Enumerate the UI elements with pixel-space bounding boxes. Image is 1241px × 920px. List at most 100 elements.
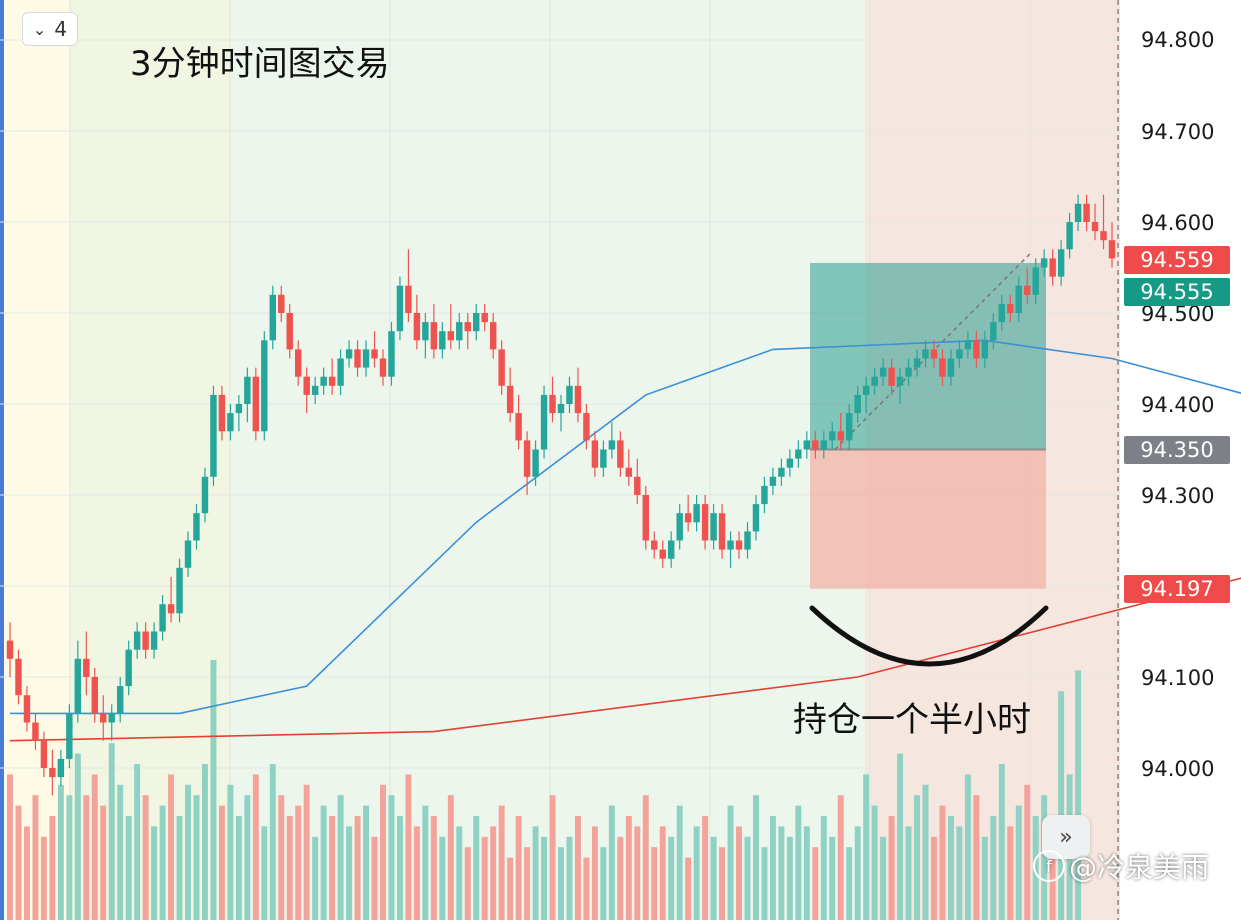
candle-body xyxy=(1007,303,1014,313)
candle xyxy=(701,495,709,550)
candle-body xyxy=(57,758,65,778)
candle xyxy=(49,749,56,796)
candle-body xyxy=(405,285,412,313)
candle xyxy=(447,303,455,350)
candle-body xyxy=(371,349,378,359)
candle-body xyxy=(311,385,319,395)
candle xyxy=(430,303,438,359)
candle-body xyxy=(1024,285,1031,295)
candle xyxy=(913,349,921,377)
candle xyxy=(413,294,421,350)
candle xyxy=(862,376,870,414)
candle-body xyxy=(583,413,590,441)
candle-body xyxy=(625,467,633,477)
volume-bar xyxy=(430,816,437,920)
candle xyxy=(667,531,675,568)
candle-body xyxy=(1100,231,1107,241)
price-tick: 94.700 xyxy=(1141,120,1215,144)
candle xyxy=(456,313,463,350)
candle-body xyxy=(973,340,980,359)
candle xyxy=(244,367,251,423)
loss-zone xyxy=(810,449,1046,589)
candle-body xyxy=(184,540,192,568)
volume-bar xyxy=(57,784,64,920)
candle xyxy=(990,313,997,350)
candle-body xyxy=(727,540,734,550)
volume-bar xyxy=(931,836,937,920)
candle xyxy=(422,313,429,359)
candle xyxy=(837,413,844,450)
candle-body xyxy=(413,313,421,341)
interval-value: 4 xyxy=(54,17,68,41)
candle xyxy=(922,340,929,368)
candle xyxy=(642,485,649,550)
price-tick: 94.500 xyxy=(1141,302,1215,326)
price-tick: 94.100 xyxy=(1141,666,1215,690)
candle-body xyxy=(956,349,963,359)
volume-bar xyxy=(702,816,709,920)
volume-bar xyxy=(159,805,166,920)
volume-bar xyxy=(498,805,505,920)
candle-body xyxy=(218,394,226,432)
candle-body xyxy=(540,394,548,450)
candle xyxy=(803,431,811,459)
volume-bar xyxy=(354,816,361,920)
volume-bar xyxy=(947,816,954,920)
moving-averages xyxy=(9,339,1241,742)
candle xyxy=(871,367,878,395)
candle xyxy=(481,303,488,332)
position-tool xyxy=(810,253,1046,589)
candle xyxy=(303,367,310,414)
candle-body xyxy=(896,376,904,386)
volume-bar xyxy=(820,816,827,920)
volume-bar xyxy=(405,774,412,920)
candle-body xyxy=(481,313,488,323)
candle xyxy=(812,431,819,459)
candle-body xyxy=(379,358,387,377)
candle xyxy=(752,495,760,541)
candle-body xyxy=(430,322,438,350)
volume-bar xyxy=(507,857,514,920)
watermark-text: @冷泉美雨 xyxy=(1069,851,1210,884)
volume-bar xyxy=(905,826,912,920)
candle-body xyxy=(803,440,811,450)
price-tick: 94.000 xyxy=(1141,757,1215,781)
candle-body xyxy=(464,322,471,332)
candle-body xyxy=(786,458,794,468)
volume-bar xyxy=(74,753,81,920)
candle xyxy=(634,458,641,505)
interval-dropdown[interactable]: ⌄ 4 xyxy=(22,12,78,46)
volume-bar xyxy=(117,784,124,920)
candle-body xyxy=(269,294,277,341)
candle-body xyxy=(600,449,607,468)
volume-bar xyxy=(608,805,615,920)
volume-bar xyxy=(303,784,310,920)
candle xyxy=(439,322,446,359)
volume-bar xyxy=(134,764,141,920)
candles xyxy=(6,194,1116,796)
candle xyxy=(218,385,226,441)
candle xyxy=(227,404,234,441)
volume-bar xyxy=(888,816,895,920)
candle xyxy=(676,504,683,550)
volume-bar xyxy=(541,836,548,920)
volume-bar xyxy=(990,816,997,920)
ma-price-tag: 94.555 xyxy=(1124,278,1230,306)
candle xyxy=(786,449,794,477)
candle xyxy=(540,385,548,459)
candle-body xyxy=(879,367,887,377)
volume-bar xyxy=(295,805,302,920)
candle xyxy=(1040,249,1048,277)
volume-bar xyxy=(566,836,573,920)
volume-bar xyxy=(676,805,683,920)
candle xyxy=(820,431,828,459)
candle xyxy=(1015,276,1022,323)
candle-body xyxy=(735,540,743,550)
candle-body xyxy=(473,313,480,332)
overlays xyxy=(809,605,1049,667)
candle xyxy=(193,504,200,550)
candle-body xyxy=(761,485,768,505)
candle-body xyxy=(354,349,361,368)
candle-body xyxy=(905,367,912,377)
holding-note: 持仓一个半小时 xyxy=(793,700,1031,740)
